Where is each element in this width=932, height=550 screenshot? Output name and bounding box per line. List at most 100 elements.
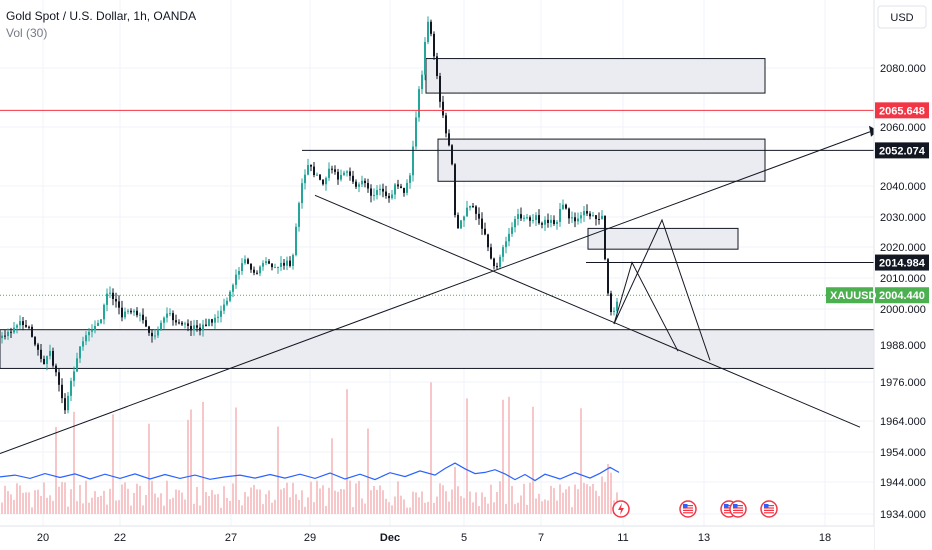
volume-bar bbox=[433, 502, 435, 514]
volume-bar bbox=[220, 507, 222, 514]
volume-bar bbox=[505, 503, 507, 514]
currency-button[interactable]: USD bbox=[890, 12, 913, 24]
zone-3[interactable] bbox=[0, 329, 875, 369]
volume-bar bbox=[550, 485, 552, 514]
volume-bar bbox=[466, 398, 468, 514]
price-axis[interactable]: 2080.000 2060.000 2040.000 2030.000 2020.000… bbox=[880, 63, 926, 521]
volume-indicator-label[interactable]: Vol (30) bbox=[6, 26, 47, 40]
candle-body bbox=[340, 174, 342, 180]
candle-body bbox=[178, 322, 180, 324]
volume-bar bbox=[172, 497, 174, 514]
trend-line-1[interactable] bbox=[314, 194, 861, 428]
volume-bar bbox=[514, 504, 516, 514]
candle-body bbox=[565, 204, 567, 209]
volume-bar bbox=[97, 496, 99, 514]
candle-body bbox=[34, 336, 36, 345]
time-axis[interactable]: 20 22 27 29 Dec 5 7 11 13 18 bbox=[37, 532, 831, 544]
candle-body bbox=[364, 180, 366, 184]
volume-bar bbox=[337, 491, 339, 514]
volume-bar bbox=[136, 483, 138, 514]
volume-bar bbox=[166, 480, 168, 514]
us-event-icon[interactable] bbox=[729, 500, 747, 518]
volume-bar bbox=[58, 486, 60, 514]
candle-body bbox=[337, 171, 339, 180]
volume-bar bbox=[319, 488, 321, 514]
candle-body bbox=[379, 188, 381, 191]
volume-bar bbox=[445, 491, 447, 514]
event-icons[interactable] bbox=[612, 500, 778, 518]
candle-body bbox=[277, 266, 279, 268]
candle-body bbox=[247, 259, 249, 264]
volume-bar bbox=[247, 496, 249, 514]
candle-body bbox=[331, 168, 333, 170]
candle-body bbox=[322, 179, 324, 185]
price-tick-label: 1988.000 bbox=[880, 340, 926, 352]
volume-bar bbox=[547, 500, 549, 514]
flash-bolt bbox=[618, 503, 624, 515]
volume-bar bbox=[379, 485, 381, 514]
zone-2[interactable] bbox=[587, 227, 739, 250]
us-event-icon[interactable] bbox=[679, 500, 697, 518]
candle-body bbox=[433, 33, 435, 57]
volume-bar bbox=[232, 483, 234, 514]
candle-body bbox=[406, 182, 408, 193]
volume-bar bbox=[352, 507, 354, 514]
volume-bar bbox=[373, 486, 375, 514]
candle-body bbox=[55, 365, 57, 373]
projection-path-1[interactable] bbox=[613, 261, 679, 352]
time-tick-label: 13 bbox=[698, 532, 710, 544]
candle-body bbox=[175, 320, 177, 323]
volume-bar bbox=[526, 504, 528, 514]
volume-bar bbox=[331, 438, 333, 514]
volume-bar bbox=[484, 496, 486, 514]
candle-body bbox=[598, 218, 600, 220]
volume-bar bbox=[499, 481, 501, 514]
candle-body bbox=[367, 183, 369, 189]
candle-body bbox=[439, 75, 441, 102]
volume-bar bbox=[253, 485, 255, 514]
candle-body bbox=[94, 325, 96, 331]
volume-bar bbox=[133, 493, 135, 514]
candle-body bbox=[361, 180, 363, 185]
volume-bar bbox=[529, 482, 531, 514]
drawing-zones[interactable] bbox=[0, 58, 875, 369]
projection-path-0[interactable] bbox=[613, 218, 711, 361]
trend-line-0[interactable] bbox=[0, 131, 871, 454]
volume-bar bbox=[460, 496, 462, 514]
volume-bar bbox=[415, 492, 417, 514]
candle-body bbox=[523, 217, 525, 219]
candle-body bbox=[139, 314, 141, 316]
zone-0[interactable] bbox=[425, 58, 766, 94]
currency-button-frame[interactable] bbox=[877, 5, 927, 29]
volume-bar bbox=[238, 499, 240, 514]
candle-body bbox=[70, 380, 72, 396]
candle-body bbox=[583, 211, 585, 216]
us-event-icon[interactable] bbox=[760, 500, 778, 518]
candle-body bbox=[280, 262, 282, 267]
volume-bar bbox=[301, 490, 303, 514]
candle-body bbox=[187, 323, 189, 326]
volume-bar bbox=[568, 486, 570, 514]
volume-bar bbox=[259, 489, 261, 514]
candle-body bbox=[481, 218, 483, 229]
volume-bar bbox=[196, 487, 198, 514]
candle-body bbox=[130, 310, 132, 313]
volume-bar bbox=[598, 496, 600, 514]
volume-bar bbox=[241, 505, 243, 514]
candle-body bbox=[253, 269, 255, 273]
candle-body bbox=[469, 205, 471, 208]
candle-body bbox=[13, 327, 15, 333]
candle-body bbox=[418, 89, 420, 118]
candle-body bbox=[328, 168, 330, 178]
candle-body bbox=[358, 184, 360, 187]
candle-body bbox=[460, 220, 462, 229]
price-tick-label: 2030.000 bbox=[880, 212, 926, 224]
volume-bar bbox=[553, 488, 555, 514]
candle-body bbox=[124, 311, 126, 318]
candle-body bbox=[403, 187, 405, 193]
candle-body bbox=[127, 310, 129, 312]
zone-1[interactable] bbox=[437, 138, 766, 182]
volume-bar bbox=[538, 493, 540, 514]
